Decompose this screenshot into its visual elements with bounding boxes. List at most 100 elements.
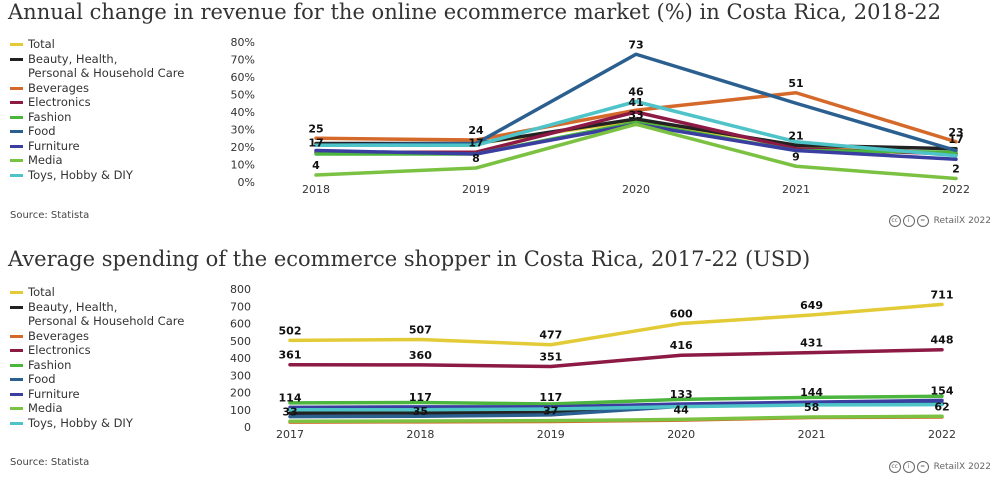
data-label: 477 <box>539 329 562 342</box>
chart2-source: Source: Statista <box>10 457 90 468</box>
legend-item-7: Media <box>10 401 184 416</box>
legend-item-1: Beauty, Health, Personal & Household Car… <box>10 300 184 329</box>
legend-label: Toys, Hobby & DIY <box>28 167 133 182</box>
legend-label: Beverages <box>28 80 89 95</box>
legend-label: Beauty, Health, Personal & Household Car… <box>28 299 185 329</box>
chart1-legend: Total Beauty, Health, Personal & Househol… <box>10 37 184 182</box>
data-label: 25 <box>308 122 323 135</box>
by-icon: i <box>902 215 915 227</box>
legend-swatch <box>10 349 23 352</box>
chart1-credit-text: RetailX 2022 <box>933 216 991 226</box>
legend-label: Total <box>28 285 55 299</box>
nd-icon: = <box>916 215 929 227</box>
data-label: 117 <box>539 391 562 404</box>
y-tick-label: 700 <box>230 300 251 313</box>
legend-label: Total <box>28 37 55 51</box>
data-label: 502 <box>279 324 302 337</box>
y-tick-label: 300 <box>230 369 251 382</box>
legend-label: Furniture <box>28 138 80 153</box>
x-tick-label: 2017 <box>276 428 304 441</box>
legend-label: Fashion <box>28 109 72 124</box>
data-label: 23 <box>948 126 963 139</box>
data-label: 360 <box>409 349 432 362</box>
data-label: 17 <box>308 136 323 149</box>
y-tick-label: 80% <box>231 36 255 49</box>
legend-item-4: Fashion <box>10 110 184 125</box>
series-line-3 <box>288 347 944 369</box>
legend-swatch <box>10 305 23 309</box>
chart2-credit-text: RetailX 2022 <box>933 462 991 472</box>
data-label: 600 <box>670 308 693 321</box>
data-label: 2 <box>952 163 960 176</box>
legend-swatch <box>10 86 23 90</box>
legend-label: Food <box>28 124 56 138</box>
chart1-plot: 0% 10% 20% 30% 40% 50% 60% 70% 80% 2018 2019 2020 20… <box>231 36 970 196</box>
legend-swatch <box>10 173 23 177</box>
x-tick-label: 2020 <box>622 183 650 196</box>
x-tick-label: 2019 <box>462 183 490 196</box>
data-label: 44 <box>674 403 690 416</box>
legend-item-5: Food <box>10 124 184 139</box>
legend-label: Toys, Hobby & DIY <box>28 415 133 430</box>
y-tick-label: 40% <box>231 106 255 119</box>
data-label: 17 <box>468 136 483 149</box>
legend-item-2: Beverages <box>10 81 184 96</box>
series-line-7 <box>288 414 944 424</box>
y-tick-label: 600 <box>230 318 251 331</box>
legend-swatch <box>10 101 23 104</box>
chart2-credit: cc i = RetailX 2022 <box>888 461 991 473</box>
legend-swatch <box>10 334 23 338</box>
data-label: 114 <box>279 391 302 404</box>
y-tick-label: 60% <box>231 71 255 84</box>
data-label: 133 <box>670 388 693 401</box>
data-label: 8 <box>472 152 480 165</box>
data-label: 416 <box>670 339 693 352</box>
legend-label: Furniture <box>28 386 80 401</box>
legend-item-8: Toys, Hobby & DIY <box>10 416 184 431</box>
y-tick-label: 50% <box>231 89 255 102</box>
y-tick-label: 30% <box>231 124 255 137</box>
data-label: 35 <box>413 405 428 418</box>
legend-swatch <box>10 57 23 61</box>
y-tick-label: 800 <box>230 283 251 296</box>
legend-label: Beauty, Health, Personal & Household Car… <box>28 51 185 81</box>
data-label: 62 <box>934 400 949 413</box>
legend-item-1: Beauty, Health, Personal & Household Car… <box>10 52 184 81</box>
legend-swatch <box>10 291 23 294</box>
data-label: 9 <box>792 150 800 163</box>
cc-icon: cc <box>888 215 901 227</box>
data-label: 24 <box>468 124 484 137</box>
data-label: 33 <box>282 405 297 418</box>
legend-label: Media <box>28 401 63 415</box>
x-tick-label: 2018 <box>302 183 330 196</box>
data-label: 33 <box>628 108 643 121</box>
data-label: 351 <box>539 350 562 363</box>
data-label: 507 <box>409 324 432 337</box>
legend-swatch <box>10 159 23 162</box>
legend-item-8: Toys, Hobby & DIY <box>10 168 184 183</box>
legend-swatch <box>10 130 23 133</box>
nd-icon: = <box>916 461 929 473</box>
legend-item-2: Beverages <box>10 329 184 344</box>
x-tick-label: 2022 <box>928 428 956 441</box>
y-tick-label: 10% <box>231 159 255 172</box>
data-label: 711 <box>931 288 954 301</box>
y-tick-label: 400 <box>230 352 251 365</box>
legend-item-0: Total <box>10 285 184 300</box>
legend-item-3: Electronics <box>10 343 184 358</box>
legend-label: Beverages <box>28 328 89 343</box>
legend-item-6: Furniture <box>10 139 184 154</box>
series-line-7 <box>314 122 958 181</box>
y-tick-label: 200 <box>230 387 251 400</box>
series-line-4 <box>288 394 944 406</box>
legend-swatch <box>10 43 23 46</box>
legend-item-4: Fashion <box>10 358 184 373</box>
data-label: 117 <box>409 391 432 404</box>
legend-swatch <box>10 407 23 410</box>
legend-swatch <box>10 421 23 425</box>
y-tick-label: 20% <box>231 141 255 154</box>
data-label: 37 <box>543 405 558 418</box>
data-label: 46 <box>628 86 644 99</box>
legend-item-7: Media <box>10 153 184 168</box>
